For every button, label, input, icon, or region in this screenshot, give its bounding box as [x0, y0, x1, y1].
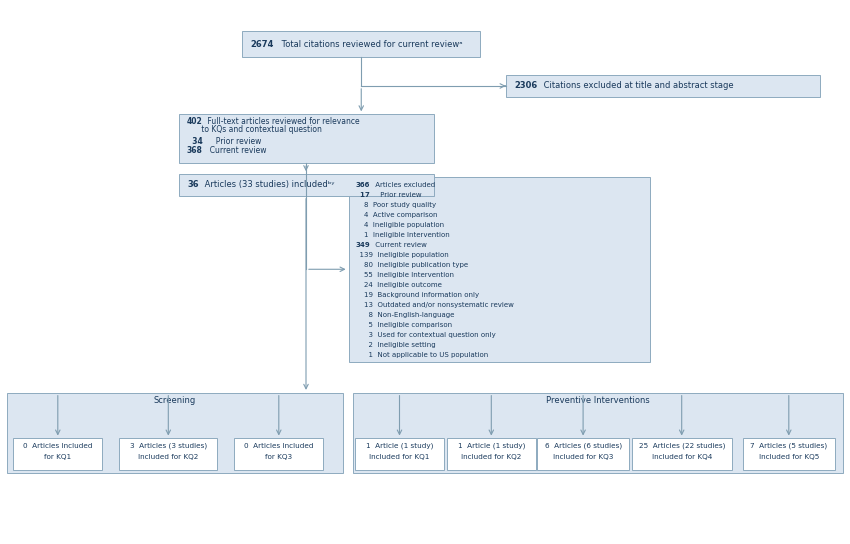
FancyBboxPatch shape — [178, 174, 434, 196]
Text: 2674: 2674 — [251, 40, 274, 48]
FancyBboxPatch shape — [353, 393, 843, 473]
Text: 1  Ineligible Intervention: 1 Ineligible Intervention — [355, 232, 450, 238]
FancyBboxPatch shape — [242, 31, 480, 57]
Text: Included for KQ3: Included for KQ3 — [552, 454, 614, 460]
Text: 4  Active comparison: 4 Active comparison — [355, 212, 438, 218]
Text: Prior review: Prior review — [378, 192, 422, 198]
Text: 80  Ineligible publication type: 80 Ineligible publication type — [355, 262, 468, 268]
FancyBboxPatch shape — [743, 438, 835, 470]
Text: for KQ3: for KQ3 — [265, 454, 292, 460]
FancyBboxPatch shape — [119, 438, 218, 470]
Text: 36: 36 — [187, 181, 199, 189]
Text: 5  Ineligible comparison: 5 Ineligible comparison — [355, 322, 452, 328]
Text: Current review: Current review — [372, 242, 427, 248]
FancyBboxPatch shape — [234, 438, 323, 470]
FancyBboxPatch shape — [506, 75, 820, 97]
Text: 13  Outdated and/or nonsystematic review: 13 Outdated and/or nonsystematic review — [355, 302, 514, 308]
Text: Included for KQ1: Included for KQ1 — [369, 454, 430, 460]
FancyBboxPatch shape — [632, 438, 732, 470]
Text: 3  Used for contextual question only: 3 Used for contextual question only — [355, 332, 496, 338]
Text: for KQ1: for KQ1 — [44, 454, 71, 460]
Text: 3  Articles (3 studies): 3 Articles (3 studies) — [130, 443, 207, 449]
Text: 366: 366 — [355, 182, 370, 188]
Text: 1  Article (1 study): 1 Article (1 study) — [457, 443, 525, 449]
FancyBboxPatch shape — [446, 438, 536, 470]
FancyBboxPatch shape — [14, 438, 102, 470]
FancyBboxPatch shape — [355, 438, 444, 470]
Text: 402: 402 — [187, 118, 203, 126]
FancyBboxPatch shape — [178, 114, 434, 163]
Text: Prior review: Prior review — [212, 137, 262, 146]
Text: Current review: Current review — [206, 146, 267, 154]
Text: 7  Articles (5 studies): 7 Articles (5 studies) — [751, 443, 827, 449]
Text: 2306: 2306 — [514, 82, 537, 90]
Text: 24  Ineligible outcome: 24 Ineligible outcome — [355, 282, 442, 288]
FancyBboxPatch shape — [7, 393, 343, 473]
Text: 1  Article (1 study): 1 Article (1 study) — [366, 443, 434, 449]
Text: Included for KQ5: Included for KQ5 — [758, 454, 819, 460]
Text: 349: 349 — [355, 242, 370, 248]
Text: to KQs and contextual question: to KQs and contextual question — [187, 125, 322, 134]
Text: Screening: Screening — [154, 397, 196, 405]
Text: 19  Background information only: 19 Background information only — [355, 292, 479, 298]
FancyBboxPatch shape — [348, 177, 650, 362]
Text: 17: 17 — [355, 192, 370, 198]
Text: Included for KQ2: Included for KQ2 — [138, 454, 199, 460]
Text: 25  Articles (22 studies): 25 Articles (22 studies) — [638, 443, 725, 449]
Text: Articles excluded: Articles excluded — [372, 182, 434, 188]
Text: 55  Ineligible Intervention: 55 Ineligible Intervention — [355, 272, 454, 278]
Text: 0  Articles Included: 0 Articles Included — [244, 443, 314, 449]
Text: Included for KQ2: Included for KQ2 — [461, 454, 522, 460]
Text: Full-text articles reviewed for relevance: Full-text articles reviewed for relevanc… — [206, 118, 360, 126]
Text: Articles (33 studies) includedᵇʸ: Articles (33 studies) includedᵇʸ — [202, 181, 335, 189]
Text: Preventive Interventions: Preventive Interventions — [546, 397, 650, 405]
Text: 139  Ineligible population: 139 Ineligible population — [355, 252, 449, 258]
Text: 34: 34 — [187, 137, 203, 146]
Text: 1  Not applicable to US population: 1 Not applicable to US population — [355, 352, 489, 358]
Text: Total citations reviewed for current reviewᵃ: Total citations reviewed for current rev… — [279, 40, 462, 48]
Text: 6  Articles (6 studies): 6 Articles (6 studies) — [545, 443, 621, 449]
FancyBboxPatch shape — [537, 438, 629, 470]
Text: 368: 368 — [187, 146, 203, 154]
Text: Citations excluded at title and abstract stage: Citations excluded at title and abstract… — [541, 82, 734, 90]
Text: Included for KQ4: Included for KQ4 — [651, 454, 712, 460]
Text: 4  Ineligible population: 4 Ineligible population — [355, 222, 445, 228]
Text: 8  Non-English-language: 8 Non-English-language — [355, 312, 455, 318]
Text: 2  Ineligible setting: 2 Ineligible setting — [355, 342, 436, 348]
Text: 8  Poor study quality: 8 Poor study quality — [355, 202, 436, 208]
Text: 0  Articles Included: 0 Articles Included — [23, 443, 93, 449]
